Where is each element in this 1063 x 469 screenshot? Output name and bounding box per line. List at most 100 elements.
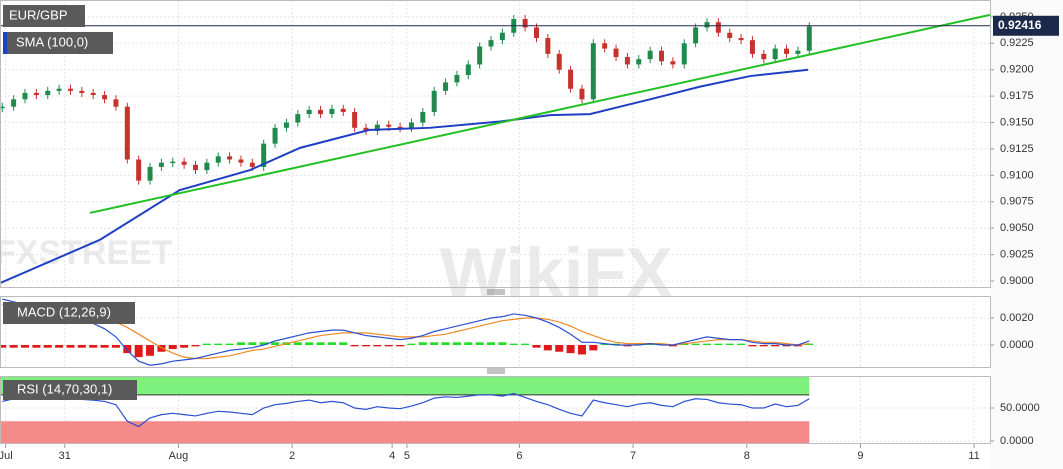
candle	[90, 92, 96, 96]
histogram-bar	[521, 343, 530, 345]
candle	[772, 48, 778, 60]
histogram-bar	[793, 344, 802, 347]
candle	[556, 53, 562, 70]
histogram-bar	[634, 343, 643, 345]
histogram-bar	[373, 344, 382, 347]
macd-line	[2, 298, 810, 366]
histogram-bar	[805, 343, 814, 345]
candle	[647, 50, 653, 60]
candle	[136, 159, 142, 181]
candle	[784, 48, 790, 54]
candle	[613, 48, 619, 58]
candle	[477, 46, 483, 65]
histogram-bar	[487, 342, 496, 345]
candle	[249, 162, 255, 167]
drag-handle[interactable]	[487, 368, 505, 374]
x-tick-label: 31	[59, 450, 71, 462]
chart-title: EUR/GBP	[9, 7, 68, 22]
candle	[704, 22, 710, 28]
x-tick-label: 9	[857, 450, 863, 462]
panel-title: RSI (14,70,30,1)	[17, 381, 112, 396]
candle	[488, 40, 494, 47]
candle	[499, 32, 505, 41]
candle	[693, 27, 699, 44]
candle	[568, 69, 574, 89]
candle	[443, 82, 449, 91]
candle	[158, 162, 164, 167]
histogram-bar	[55, 344, 64, 348]
histogram-bar	[668, 344, 677, 347]
histogram-bar	[464, 342, 473, 345]
x-tick-label: 2	[289, 450, 295, 462]
histogram-bar	[361, 344, 370, 347]
drag-handle[interactable]	[487, 289, 505, 295]
candle	[67, 88, 73, 91]
y-tick-label: 0.0000	[1000, 339, 1034, 351]
histogram-bar	[612, 343, 621, 345]
candle	[659, 50, 665, 62]
histogram-bar	[680, 343, 689, 345]
histogram-bar	[214, 343, 223, 345]
macd-frame	[0, 296, 991, 368]
histogram-bar	[430, 342, 439, 345]
rsi-frame	[0, 376, 991, 444]
candle	[204, 162, 210, 171]
histogram-bar	[157, 344, 166, 352]
candle	[340, 108, 346, 112]
watermark: WikiFX	[440, 233, 673, 311]
candle	[0, 106, 5, 109]
candle	[715, 22, 721, 33]
candle	[147, 166, 153, 181]
y-tick-label: 0.0020	[1000, 312, 1034, 324]
candle	[215, 156, 221, 163]
histogram-bar	[327, 342, 336, 345]
title-box	[3, 380, 137, 400]
candle	[522, 19, 528, 28]
histogram-bar	[748, 344, 757, 347]
y-tick-label: 0.0000	[1000, 435, 1034, 447]
candle	[533, 27, 539, 39]
histogram-bar	[543, 344, 552, 351]
overbought-zone	[0, 376, 810, 395]
histogram-bar	[577, 344, 586, 355]
histogram-bar	[32, 344, 41, 348]
histogram-bar	[657, 343, 666, 345]
histogram-bar	[21, 344, 30, 348]
panel-title: MACD (12,26,9)	[17, 304, 111, 319]
candle	[33, 92, 39, 96]
histogram-bar	[396, 344, 405, 347]
y-tick-label: 0.9100	[1000, 169, 1034, 181]
histogram-bar	[202, 343, 211, 345]
last-price-label: 0.92416	[998, 18, 1042, 32]
histogram-bar	[191, 344, 200, 347]
candle	[124, 106, 130, 160]
candle	[352, 111, 358, 128]
candle	[79, 90, 85, 93]
histogram-bar	[293, 342, 302, 345]
histogram-bar	[384, 344, 393, 347]
histogram-bar	[168, 344, 177, 350]
histogram-bar	[566, 344, 575, 354]
histogram-bar	[271, 342, 280, 345]
histogram-bar	[555, 344, 564, 352]
candle	[374, 124, 380, 131]
histogram-bar	[123, 344, 132, 354]
histogram-bar	[600, 343, 609, 345]
histogram-bar	[441, 342, 450, 345]
histogram-bar	[134, 344, 143, 358]
y-tick-label: 0.9200	[1000, 64, 1034, 76]
histogram-bar	[66, 344, 75, 348]
x-tick-label: 11	[968, 450, 979, 462]
histogram-bar	[111, 344, 120, 348]
y-tick-label: 0.9175	[1000, 90, 1034, 102]
candle	[670, 61, 676, 65]
candle	[11, 99, 17, 107]
histogram-bar	[509, 343, 518, 345]
candle	[386, 124, 392, 127]
y-tick-label: 0.9025	[1000, 248, 1034, 260]
x-tick-label: 5	[404, 450, 410, 462]
candle	[806, 26, 812, 51]
rsi-line	[2, 392, 810, 428]
histogram-bar	[782, 344, 791, 347]
